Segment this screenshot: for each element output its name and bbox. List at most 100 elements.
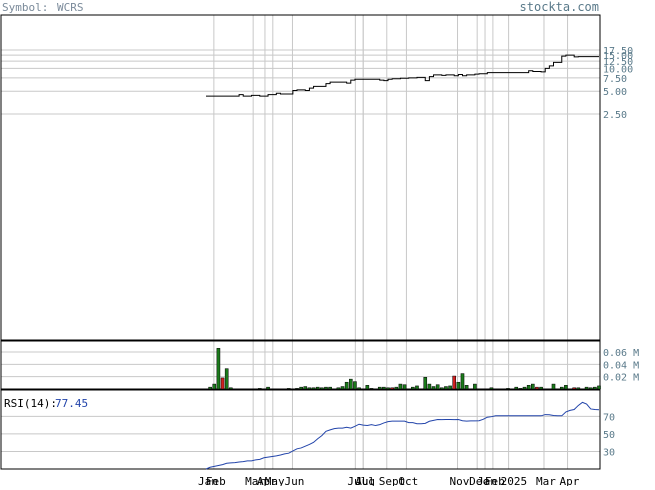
volume-bar — [299, 386, 303, 390]
volume-tick-label: 0.02 M — [603, 373, 639, 384]
volume-bar — [564, 385, 568, 390]
month-label: Mar — [536, 475, 556, 486]
volume-bar — [382, 386, 386, 390]
volume-bar — [531, 383, 535, 390]
volume-bar — [311, 387, 316, 390]
month-label: Nov — [450, 475, 470, 486]
volume-bar — [394, 386, 399, 390]
symbol-label: Symbol: — [2, 1, 48, 14]
volume-bar — [402, 384, 407, 390]
volume-bar — [593, 386, 597, 390]
volume-bar — [539, 386, 543, 390]
volume-bar — [411, 386, 415, 390]
volume-bar — [522, 386, 527, 390]
price-tick-label: 17.50 — [603, 46, 633, 57]
volume-bar — [224, 368, 229, 390]
volume-bar — [572, 387, 576, 390]
volume-bar — [340, 386, 345, 390]
volume-bar — [473, 383, 477, 390]
volume-bar — [324, 386, 328, 390]
volume-bar — [348, 378, 353, 390]
symbol-value: WCRS — [57, 1, 84, 14]
volume-tick-label: 0.06 M — [603, 348, 639, 359]
volume-bar — [336, 387, 341, 390]
volume-bar — [597, 385, 601, 390]
month-label: Apr — [257, 475, 277, 486]
month-label: Jul — [355, 475, 375, 486]
month-label: Sept — [379, 475, 406, 486]
volume-bar — [365, 385, 370, 390]
rsi-tick-label: 70 — [603, 412, 615, 423]
price-panel — [0, 14, 601, 341]
volume-axis: 0.02 M 0.04 M0.06 M — [603, 348, 639, 384]
price-tick-label: 2.50 — [603, 110, 627, 121]
month-label: Oct — [398, 475, 418, 486]
month-label: Feb — [206, 475, 226, 486]
volume-bar — [377, 386, 382, 390]
volume-bar — [415, 385, 419, 390]
volume-bar — [229, 387, 233, 390]
volume-bar — [307, 387, 312, 390]
volume-bar — [559, 386, 564, 390]
rsi-tick-label: 30 — [603, 447, 615, 458]
volume-bar — [456, 381, 461, 390]
volume-bar — [220, 377, 225, 390]
price-tick-label: 15.00 — [603, 51, 633, 62]
volume-bar — [464, 385, 469, 390]
volume-bar — [551, 383, 556, 390]
volume-bar — [386, 387, 390, 390]
volume-bar — [435, 384, 440, 390]
volume-bar — [588, 387, 593, 390]
volume-bar — [518, 388, 523, 390]
price-series — [206, 54, 599, 97]
volume-bar — [303, 386, 308, 390]
volume-series — [208, 348, 601, 390]
month-label: Jan — [477, 475, 497, 486]
month-label: Aug — [355, 475, 375, 486]
month-label: Jul — [347, 475, 367, 486]
volume-bar — [315, 386, 320, 390]
volume-bar — [212, 383, 217, 390]
site-name[interactable]: stockta.com — [520, 0, 599, 14]
volume-bar — [357, 387, 361, 390]
rsi-label: RSI(14): — [4, 397, 57, 410]
volume-bar — [489, 387, 494, 390]
volume-bar — [398, 383, 403, 390]
volume-bar — [328, 386, 332, 390]
month-label: Mar — [245, 475, 265, 486]
rsi-line — [205, 401, 600, 470]
rsi-current-value: 77.45 — [55, 397, 88, 410]
month-label: Dec — [469, 475, 489, 486]
grid-layer — [1, 15, 600, 469]
volume-bar — [427, 383, 432, 390]
rsi-axis: 30 50 70 — [603, 412, 615, 458]
volume-bar — [535, 386, 539, 390]
price-tick-label: 10.00 — [603, 64, 633, 75]
volume-bar — [584, 386, 589, 390]
volume-bar — [506, 388, 510, 390]
volume-bar — [320, 387, 324, 390]
month-label: 2025 — [501, 475, 528, 486]
month-label: Feb — [485, 475, 505, 486]
volume-bar — [514, 386, 519, 390]
price-tick-label: 12.50 — [603, 57, 633, 68]
volume-bar — [448, 385, 452, 390]
volume-bar — [353, 381, 357, 390]
volume-panel — [0, 340, 601, 390]
rsi-panel — [0, 389, 601, 470]
rsi-series — [205, 401, 600, 470]
month-label: Jun — [284, 475, 304, 486]
month-label: Jan — [198, 475, 218, 486]
volume-bar — [266, 386, 270, 390]
volume-bar — [257, 388, 262, 390]
month-label: Apr — [560, 475, 580, 486]
volume-bar — [208, 386, 212, 390]
volume-bar — [369, 388, 374, 390]
volume-bar — [460, 373, 465, 390]
volume-bar — [344, 381, 349, 390]
volume-bar — [431, 386, 436, 390]
volume-tick-label: 0.04 M — [603, 360, 639, 371]
volume-bar — [576, 387, 581, 390]
